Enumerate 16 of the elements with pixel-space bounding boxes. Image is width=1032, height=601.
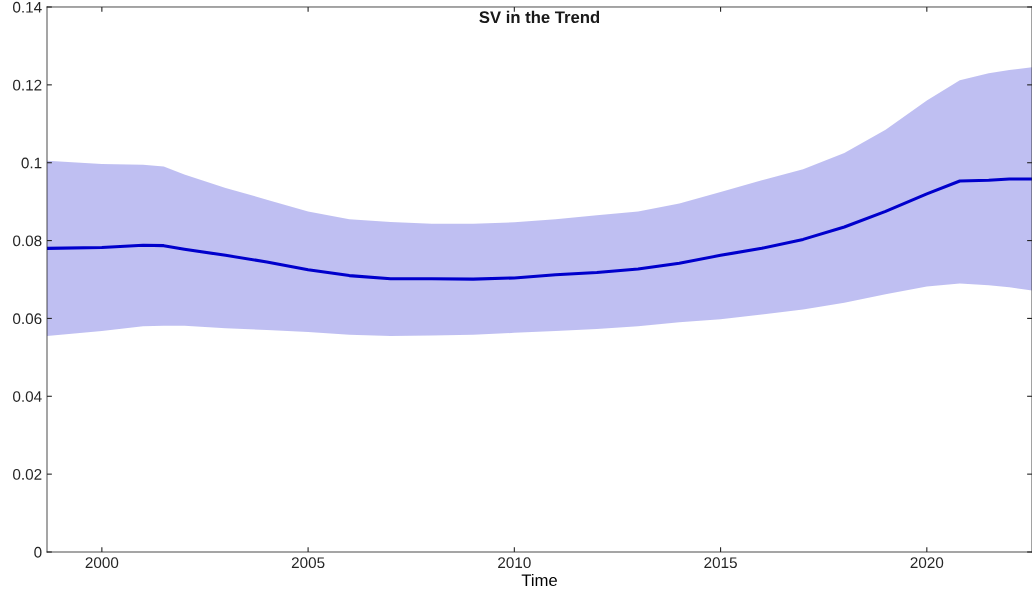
x-tick-label: 2020	[910, 557, 944, 569]
x-tick-label: 2010	[498, 557, 531, 569]
x-axis-title: Time	[521, 573, 557, 587]
y-tick-label: 0	[34, 546, 42, 558]
y-tick-label: 0.14	[13, 1, 42, 13]
x-tick-label: 2005	[291, 557, 325, 569]
y-tick-label: 0.12	[13, 79, 42, 91]
chart-title: SV in the Trend	[479, 10, 600, 24]
x-tick-label: 2000	[85, 557, 119, 569]
y-tick-label: 0.04	[13, 391, 42, 402]
y-tick-label: 0.02	[13, 469, 42, 480]
y-tick-label: 0.06	[13, 313, 42, 325]
x-tick-label: 2015	[704, 557, 737, 569]
line-series	[47, 177, 1032, 281]
y-tick-label: 0.1	[21, 157, 42, 169]
y-tick-label: 0.08	[13, 235, 42, 247]
